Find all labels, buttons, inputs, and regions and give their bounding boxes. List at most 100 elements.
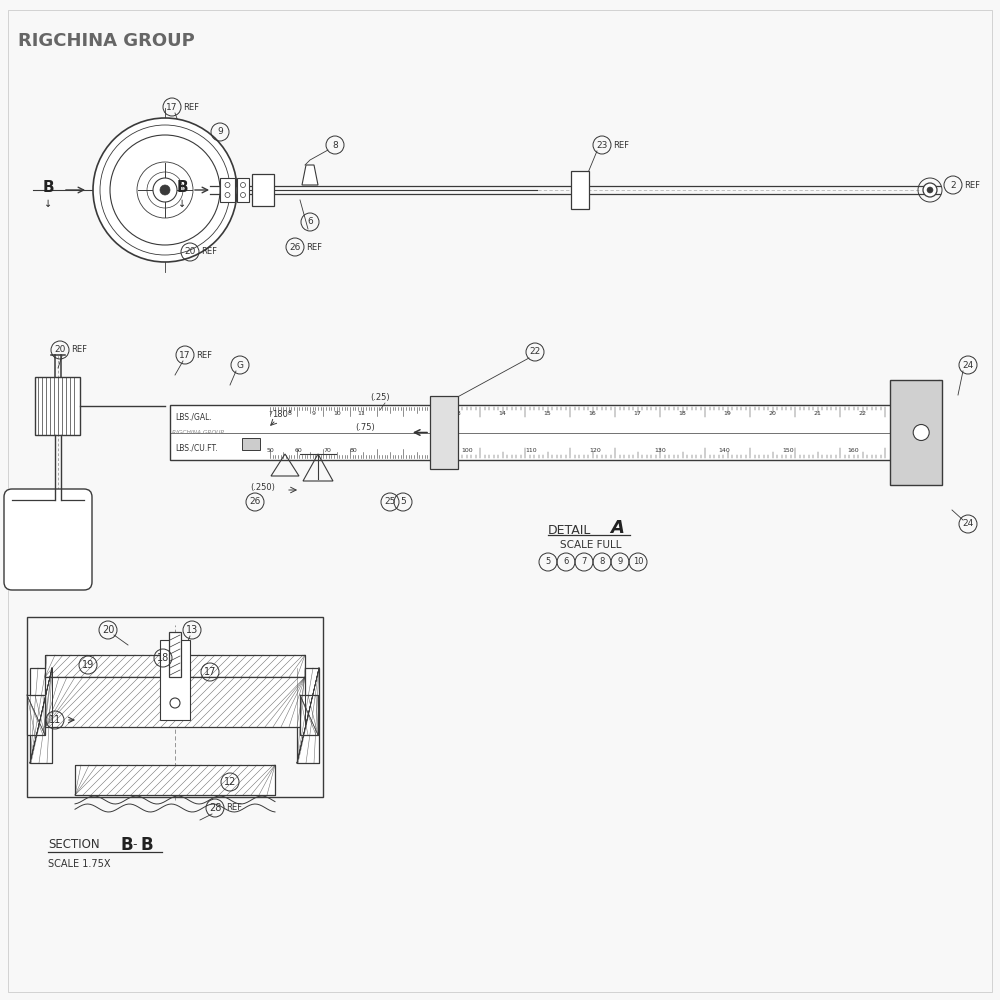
Text: 19: 19 — [82, 660, 94, 670]
Text: REF: REF — [196, 351, 212, 360]
Text: B: B — [176, 180, 188, 196]
Text: 17: 17 — [166, 103, 178, 111]
Text: 9: 9 — [311, 411, 315, 416]
Bar — [35, 377, 80, 435]
Text: 9: 9 — [617, 558, 623, 566]
Text: 20: 20 — [54, 346, 66, 355]
Text: SECTION: SECTION — [48, 838, 100, 852]
Text: RIGCHINA GROUP: RIGCHINA GROUP — [172, 430, 224, 435]
Bar — [30, 668, 52, 763]
Text: SCALE FULL: SCALE FULL — [560, 540, 622, 550]
Circle shape — [170, 698, 180, 708]
Text: 17: 17 — [179, 351, 191, 360]
Polygon shape — [302, 165, 318, 185]
Text: 140: 140 — [718, 448, 730, 453]
Text: 150: 150 — [783, 448, 794, 453]
Text: 5: 5 — [400, 497, 406, 506]
Circle shape — [160, 185, 170, 195]
Text: 19: 19 — [724, 411, 731, 416]
Bar — [890, 380, 942, 485]
Text: A: A — [610, 519, 624, 537]
Text: B: B — [140, 836, 153, 854]
Text: B: B — [42, 180, 54, 196]
Text: LBS./CU.FT.: LBS./CU.FT. — [175, 443, 218, 452]
Text: REF: REF — [226, 804, 242, 812]
Text: 8: 8 — [287, 411, 291, 416]
Text: DETAIL: DETAIL — [548, 524, 591, 536]
Text: 14: 14 — [499, 411, 506, 416]
Bar — [45, 655, 305, 677]
Text: 70: 70 — [324, 448, 332, 453]
Text: 12: 12 — [224, 777, 236, 787]
Text: G: G — [237, 360, 244, 369]
Bar — [160, 640, 190, 720]
Text: 100: 100 — [461, 448, 473, 453]
Text: LBS./GAL.: LBS./GAL. — [175, 413, 212, 422]
Text: 13: 13 — [186, 625, 198, 635]
Text: 26: 26 — [249, 497, 261, 506]
Text: REF: REF — [71, 346, 87, 355]
Text: 28: 28 — [209, 803, 221, 813]
Circle shape — [93, 118, 237, 262]
Text: REF: REF — [306, 242, 322, 251]
Bar — [252, 174, 274, 206]
Text: 120: 120 — [590, 448, 602, 453]
Text: 110: 110 — [526, 448, 537, 453]
Text: 13: 13 — [454, 411, 461, 416]
Bar — [75, 765, 275, 795]
Bar — [170, 405, 940, 460]
Text: RIGCHINA GROUP: RIGCHINA GROUP — [18, 32, 195, 50]
Text: 7: 7 — [581, 558, 587, 566]
Text: ↓: ↓ — [44, 199, 52, 209]
Bar — [430, 396, 458, 469]
Text: REF: REF — [964, 180, 980, 190]
Text: 11: 11 — [49, 715, 61, 725]
Bar — [220, 178, 235, 202]
Bar — [27, 617, 323, 797]
Text: SCALE 1.75X: SCALE 1.75X — [48, 859, 110, 869]
Text: 11: 11 — [357, 411, 365, 416]
Circle shape — [913, 424, 929, 440]
Bar — [169, 632, 181, 677]
Text: 18: 18 — [157, 653, 169, 663]
Circle shape — [927, 187, 933, 193]
Text: -: - — [132, 838, 136, 852]
Text: 2: 2 — [950, 180, 956, 190]
Text: 22: 22 — [858, 411, 866, 416]
Bar — [45, 677, 305, 727]
Text: 60: 60 — [295, 448, 303, 453]
Text: B: B — [120, 836, 133, 854]
Text: 6: 6 — [307, 218, 313, 227]
FancyBboxPatch shape — [4, 489, 92, 590]
Text: (.250): (.250) — [250, 483, 275, 492]
Text: 5: 5 — [545, 558, 551, 566]
Text: 6: 6 — [563, 558, 569, 566]
Text: 50: 50 — [266, 448, 274, 453]
Text: 16: 16 — [589, 411, 596, 416]
Text: 17: 17 — [634, 411, 641, 416]
Text: 7: 7 — [268, 411, 272, 416]
Text: ↓: ↓ — [178, 199, 186, 209]
Bar — [300, 695, 318, 735]
Text: 180°: 180° — [272, 410, 292, 419]
Text: 22: 22 — [529, 348, 541, 357]
Text: 24: 24 — [962, 360, 974, 369]
Text: 15: 15 — [544, 411, 551, 416]
Text: 20: 20 — [769, 411, 776, 416]
Text: 18: 18 — [679, 411, 686, 416]
Text: 80: 80 — [349, 448, 357, 453]
Text: (.25): (.25) — [370, 393, 390, 402]
Text: 10: 10 — [633, 558, 643, 566]
Text: (.75): (.75) — [355, 423, 375, 432]
Circle shape — [153, 178, 177, 202]
Bar — [237, 178, 249, 202]
Text: REF: REF — [613, 140, 629, 149]
Bar — [297, 668, 319, 763]
Circle shape — [923, 183, 937, 197]
Text: 20: 20 — [102, 625, 114, 635]
Text: 9: 9 — [217, 127, 223, 136]
Text: 160: 160 — [847, 448, 859, 453]
Text: 26: 26 — [289, 242, 301, 251]
Text: REF: REF — [183, 103, 199, 111]
Bar — [27, 695, 45, 735]
